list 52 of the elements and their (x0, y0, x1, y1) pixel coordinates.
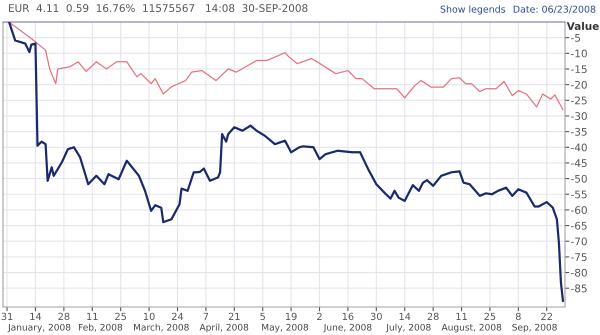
y-tick-label: -20 (571, 80, 587, 89)
y-tick-label: -75 (571, 253, 587, 261)
x-tick-label: 5 (260, 312, 265, 320)
x-tick-label: 2 (317, 312, 322, 320)
y-tick-label: -50 (571, 174, 587, 183)
x-tick-label: 31 (2, 312, 12, 320)
x-tick-label: 28 (428, 312, 439, 320)
y-tick-label: -70 (571, 237, 587, 246)
y-tick-label: -15 (571, 65, 587, 74)
x2-tick-label: July, 2008 (386, 324, 431, 332)
x-tick-label: 22 (541, 312, 552, 320)
x2-tick-label: Feb, 2008 (78, 324, 122, 332)
y-tick-label: -65 (571, 222, 587, 230)
x-tick-label: 25 (484, 312, 496, 320)
x-tick-label: 14 (400, 312, 410, 320)
x-tick-label: 7 (204, 312, 208, 320)
y-tick-label: -5 (571, 34, 580, 42)
x2-tick-label: August, 2008 (442, 324, 502, 332)
line-series (10, 22, 564, 110)
x2-tick-label: April, 2008 (200, 324, 248, 332)
y-tick-label: -25 (571, 96, 587, 104)
y-axis-title: Value (566, 22, 599, 30)
y-tick-label: -45 (571, 159, 587, 168)
y-tick-label: -80 (571, 268, 587, 277)
text: Show legends (440, 5, 506, 15)
x-tick-label: 25 (115, 312, 126, 320)
x-tick-label: 8 (516, 312, 521, 320)
x2-tick-label: June, 2008 (323, 324, 372, 332)
x2-tick-label: March, 2008 (134, 324, 189, 332)
y-tick-label: -30 (571, 112, 587, 120)
x-tick-label: 10 (144, 312, 155, 320)
y-tick-label: -35 (571, 128, 587, 136)
line-series (8, 22, 564, 302)
x-tick-label: 24 (172, 312, 184, 320)
x-tick-label: 30 (370, 312, 382, 320)
y-tick-label: -85 (571, 284, 587, 292)
y-tick-label: -55 (571, 190, 587, 198)
x-tick-label: 16 (342, 312, 354, 320)
x-tick-label: 11 (87, 312, 98, 320)
x2-tick-label: May, 2008 (262, 324, 308, 332)
y-tick-label: -40 (571, 144, 587, 152)
x2-tick-label: Sep, 2008 (512, 324, 557, 332)
y-tick-label: -60 (571, 206, 587, 214)
x-tick-label: 28 (58, 312, 70, 320)
x-tick-label: 21 (228, 312, 240, 320)
text: Date: 06/23/2008 (514, 6, 596, 14)
x-tick-label: 14 (30, 312, 42, 320)
y-tick-label: -10 (571, 50, 587, 58)
x-tick-label: 11 (456, 312, 467, 320)
chart-title: EUR 4.11 0.59 16.76% 11575567 14:08 30-SEP-2008 (9, 4, 308, 12)
x-tick-label: 19 (286, 312, 297, 320)
x2-tick-label: January, 2008 (8, 324, 70, 332)
